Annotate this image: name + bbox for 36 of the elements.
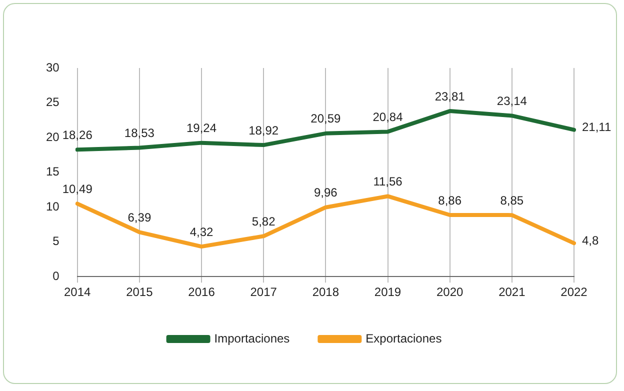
x-tick-label: 2019 — [374, 285, 402, 300]
data-label: 19,24 — [186, 121, 217, 136]
data-label: 18,26 — [62, 128, 93, 142]
data-label: 23,14 — [496, 94, 528, 108]
y-tick-label: 0 — [52, 268, 60, 283]
x-tick-label: 2021 — [498, 285, 526, 300]
data-label: 23,81 — [434, 89, 466, 104]
y-tick-label: 30 — [46, 60, 60, 74]
x-tick-label: 2017 — [250, 285, 278, 300]
data-label: 20,59 — [310, 112, 342, 126]
y-tick-label: 15 — [46, 164, 60, 179]
data-label: 9,96 — [314, 186, 338, 200]
x-tick-label: 2016 — [188, 285, 216, 300]
x-tick-label: 2020 — [436, 285, 464, 300]
y-tick-label: 25 — [46, 95, 60, 110]
y-tick-label: 20 — [46, 130, 60, 144]
y-tick-label: 5 — [52, 234, 60, 248]
data-label: 11,56 — [373, 174, 403, 189]
data-label: 10,49 — [62, 182, 93, 196]
y-tick-label: 10 — [46, 199, 60, 214]
x-tick-label: 2022 — [560, 285, 588, 300]
data-label: 5,82 — [252, 214, 276, 228]
data-label: 18,92 — [248, 123, 279, 138]
data-label: 8,85 — [500, 193, 524, 208]
legend-label: Importaciones — [214, 331, 290, 346]
x-tick-label: 2015 — [126, 285, 154, 300]
data-label: 21,11 — [582, 120, 612, 134]
data-label: 4,32 — [190, 224, 214, 239]
x-tick-label: 2014 — [64, 285, 92, 300]
data-label: 8,86 — [438, 193, 462, 208]
x-tick-label: 2018 — [312, 285, 340, 300]
data-label: 4,8 — [582, 234, 600, 248]
data-label: 6,39 — [128, 210, 152, 224]
data-label: 20,84 — [372, 110, 404, 124]
legend-label: Exportaciones — [366, 331, 442, 346]
data-label: 18,53 — [124, 126, 155, 140]
